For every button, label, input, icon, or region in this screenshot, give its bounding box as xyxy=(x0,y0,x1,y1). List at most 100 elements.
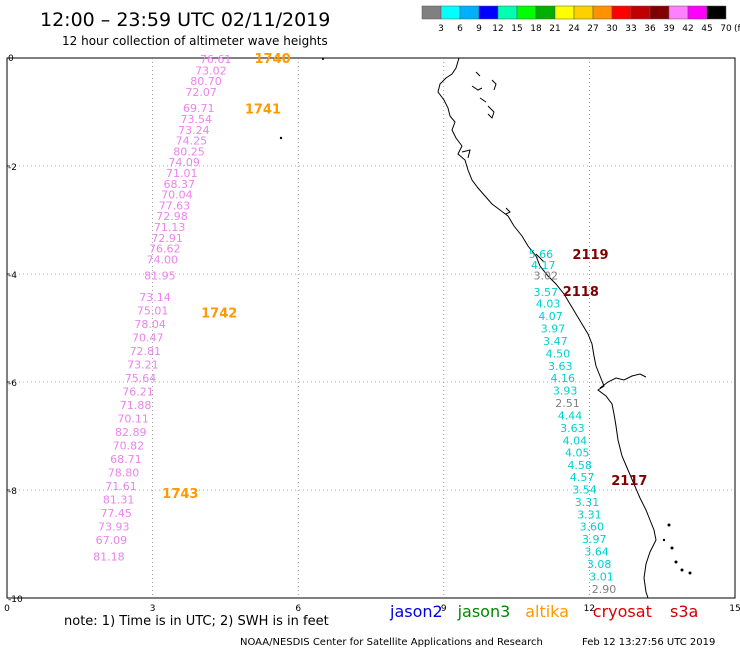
pass-labels: 1740 1741 1742 1743 2119 2118 2117 xyxy=(162,52,647,502)
wave-height-value: 5.66 xyxy=(529,248,554,261)
axis-ticks: 0 3 6 9 12 15 0 -2 -4 -6 -8 -10 xyxy=(4,54,740,614)
color-scale-label: 12 xyxy=(492,24,503,34)
page-subtitle: 12 hour collection of altimeter wave hei… xyxy=(62,34,328,48)
wave-height-value: 68.71 xyxy=(110,453,142,466)
x-tick-label: 9 xyxy=(441,604,447,614)
wave-height-value: 2.90 xyxy=(592,583,617,596)
wave-height-value: 80.25 xyxy=(173,145,205,158)
satellite-legend: jason2 jason3 altika cryosat s3a xyxy=(389,602,698,621)
wave-height-value: 4.44 xyxy=(558,409,583,422)
color-scale-label: 27 xyxy=(587,24,598,34)
wave-height-value: 4.07 xyxy=(538,310,563,323)
page-title: 12:00 – 23:59 UTC 02/11/2019 xyxy=(40,9,330,31)
wave-height-value: 71.01 xyxy=(166,167,198,180)
wave-height-value: 73.93 xyxy=(98,521,130,534)
color-swatch xyxy=(440,5,461,20)
wave-height-value: 3.64 xyxy=(584,546,609,559)
color-scale-label: 21 xyxy=(549,24,560,34)
wave-height-value: 76.21 xyxy=(122,386,154,399)
color-swatch xyxy=(573,5,594,20)
wave-height-value: 4.16 xyxy=(550,372,575,385)
color-swatch xyxy=(649,5,670,20)
wave-height-value: 70.47 xyxy=(132,332,164,345)
wave-height-value: 3.47 xyxy=(543,335,568,348)
wave-height-value: 72.98 xyxy=(156,210,188,223)
satellite-legend-entry: cryosat xyxy=(593,602,652,621)
wave-height-value: 71.13 xyxy=(154,221,186,234)
pass-number-label: 1741 xyxy=(245,102,281,117)
wave-height-value: 78.04 xyxy=(134,318,166,331)
color-scale-label: 9 xyxy=(476,24,482,34)
wave-height-value: 78.80 xyxy=(108,467,140,480)
wave-height-value: 4.50 xyxy=(546,347,571,360)
satellite-legend-entry: jason3 xyxy=(457,602,511,621)
wave-height-value: 80.70 xyxy=(190,75,222,88)
pass-number-label: 1740 xyxy=(255,52,291,67)
timestamp: Feb 12 13:27:56 UTC 2019 xyxy=(582,637,715,648)
wave-height-value: 81.31 xyxy=(103,494,135,507)
wave-height-value: 3.31 xyxy=(575,496,600,509)
satellite-legend-entry: altika xyxy=(525,602,569,621)
y-tick-label: -2 xyxy=(8,163,17,173)
color-scale-unit: (ft) xyxy=(734,24,740,34)
pass-number-label: 2119 xyxy=(572,248,608,263)
y-tick-label: -4 xyxy=(8,271,17,281)
wave-height-value: 72.07 xyxy=(185,86,217,99)
color-scale-label: 39 xyxy=(663,24,675,34)
x-tick-label: 12 xyxy=(584,604,595,614)
wave-height-value: 76.62 xyxy=(149,243,181,256)
wave-height-value: 4.05 xyxy=(565,447,590,460)
wave-height-value: 71.88 xyxy=(120,399,152,412)
wave-height-value: 3.01 xyxy=(589,570,614,583)
wave-height-value: 73.21 xyxy=(127,359,159,372)
color-scale-label: 30 xyxy=(606,24,618,34)
wave-height-value: 71.61 xyxy=(105,480,137,493)
wave-height-value: 69.71 xyxy=(183,102,215,115)
wave-height-value: 3.57 xyxy=(533,286,558,299)
wave-height-value: 4.17 xyxy=(531,259,556,272)
wave-height-value: 72.81 xyxy=(130,345,162,358)
wave-height-value: 74.00 xyxy=(147,253,179,266)
wave-height-value: 3.93 xyxy=(553,385,578,398)
pass-number-label: 2118 xyxy=(563,285,599,300)
color-swatch xyxy=(706,5,727,20)
wave-height-value: 73.14 xyxy=(139,291,171,304)
color-swatch xyxy=(497,5,518,20)
cryosat-track-values: 5.664.173.023.574.034.073.973.474.503.63… xyxy=(529,248,617,596)
wave-height-value: 70.11 xyxy=(117,413,149,426)
map-frame xyxy=(6,57,736,599)
color-swatch xyxy=(459,5,480,20)
x-tick-label: 3 xyxy=(150,604,156,614)
wave-height-value: 3.60 xyxy=(580,521,605,534)
color-scale-label: 3 xyxy=(438,24,444,34)
wave-height-value: 75.01 xyxy=(137,305,169,318)
wave-height-value: 4.04 xyxy=(563,434,588,447)
color-swatch xyxy=(535,5,556,20)
wave-height-value: 3.97 xyxy=(582,533,607,546)
y-tick-label: -8 xyxy=(8,487,17,497)
wave-height-value: 75.64 xyxy=(125,372,157,385)
pass-number-label: 1743 xyxy=(162,487,198,502)
wave-height-value: 3.54 xyxy=(572,483,597,496)
wave-height-value: 4.03 xyxy=(536,298,561,311)
color-scale-label: 36 xyxy=(644,24,656,34)
wave-height-value: 68.37 xyxy=(164,178,196,191)
color-swatch xyxy=(687,5,708,20)
wave-height-value: 3.08 xyxy=(587,558,612,571)
wave-height-value: 74.25 xyxy=(176,135,208,148)
wave-height-value: 73.54 xyxy=(181,113,213,126)
x-tick-label: 15 xyxy=(729,604,740,614)
wave-height-value: 4.58 xyxy=(567,459,592,472)
credit-text: NOAA/NESDIS Center for Satellite Applica… xyxy=(240,637,543,648)
color-scale-label: 6 xyxy=(457,24,463,34)
color-scale-label: 45 xyxy=(701,24,712,34)
wave-height-value: 81.95 xyxy=(144,270,176,283)
wave-height-value: 3.63 xyxy=(560,422,585,435)
x-tick-label: 6 xyxy=(295,604,301,614)
wave-height-value: 77.45 xyxy=(100,507,132,520)
wave-height-value: 77.63 xyxy=(159,199,191,212)
color-swatch xyxy=(554,5,575,20)
wave-height-value: 74.09 xyxy=(168,156,200,169)
y-tick-label: -6 xyxy=(8,379,17,389)
